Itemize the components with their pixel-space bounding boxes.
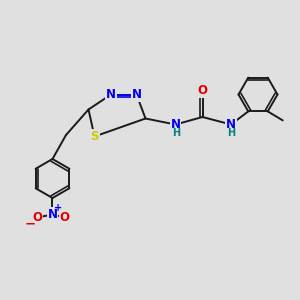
Text: H: H: [227, 128, 236, 139]
Text: +: +: [54, 203, 62, 213]
Text: N: N: [170, 118, 181, 131]
Text: O: O: [59, 211, 70, 224]
Text: −: −: [25, 217, 36, 230]
Text: N: N: [47, 208, 58, 221]
Text: O: O: [197, 84, 208, 97]
Text: O: O: [32, 211, 42, 224]
Text: H: H: [172, 128, 180, 139]
Text: S: S: [90, 130, 99, 143]
Text: N: N: [106, 88, 116, 101]
Text: N: N: [131, 88, 142, 101]
Text: N: N: [226, 118, 236, 131]
